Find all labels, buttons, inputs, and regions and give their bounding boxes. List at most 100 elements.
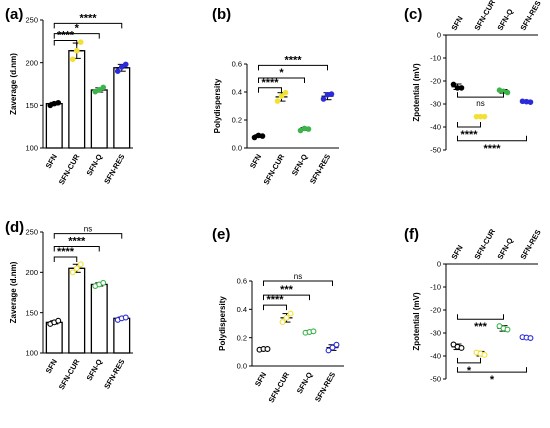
data-point (259, 133, 266, 139)
data-point (100, 84, 107, 91)
significance-bracket (457, 314, 504, 320)
significance-bracket (263, 304, 287, 311)
category-label: SFN-CUR (472, 0, 497, 32)
category-label: SFN-CUR (57, 357, 82, 391)
data-point (310, 328, 317, 335)
category-label: SFN-Q (495, 236, 515, 261)
data-point (264, 346, 271, 352)
data-point (73, 265, 80, 272)
significance-label: * (75, 23, 80, 35)
category-label: SFN-Q (495, 7, 515, 32)
significance-label: **** (261, 77, 279, 89)
panel-letter: (b) (212, 6, 231, 23)
significance-label: ns (84, 225, 92, 234)
y-axis-title: Polydispersity (218, 296, 227, 351)
bar (90, 283, 108, 354)
y-tick-label: -50 (430, 146, 441, 155)
data-point (279, 319, 286, 326)
significance-bracket (53, 256, 78, 263)
data-point (527, 99, 534, 105)
data-point (504, 89, 511, 96)
data-point (458, 85, 465, 91)
y-tick-label: 0.2 (237, 333, 247, 342)
significance-label: **** (284, 54, 302, 66)
y-tick-label: 0.2 (232, 116, 242, 125)
significance-bracket (53, 39, 78, 46)
data-point (325, 347, 332, 354)
significance-bracket (53, 233, 123, 239)
category-label: SFN-RES (308, 153, 332, 186)
significance-bracket (258, 77, 305, 83)
bar (113, 67, 131, 149)
y-axis-title: Zpotential (mV) (412, 63, 421, 122)
y-tick-label: -30 (430, 100, 441, 109)
y-tick-label: 200 (25, 268, 38, 277)
significance-bracket (258, 64, 328, 71)
significance-label: **** (266, 294, 284, 306)
significance-label: ns (294, 272, 302, 281)
significance-label: * (279, 67, 284, 79)
y-tick-label: 100 (25, 349, 38, 358)
category-label: SFN-CUR (262, 152, 287, 186)
category-label: SFN (449, 15, 464, 32)
data-point (481, 351, 488, 358)
panel-6: (f) 0 -10 -20 -30 -40 -50 Zpotential (mV) SFN SFN… (404, 226, 543, 386)
category-label: SFN-RES (102, 358, 126, 391)
y-tick-label: 150 (25, 308, 38, 317)
data-point (527, 335, 534, 342)
y-tick-label: 100 (25, 144, 38, 153)
y-axis-title: Zaverage (d.nm) (9, 261, 18, 323)
data-point (305, 126, 312, 132)
data-point (100, 279, 107, 286)
panel-letter: (e) (212, 226, 230, 243)
data-point (504, 326, 511, 333)
data-point (114, 68, 121, 74)
category-label: SFN-CUR (267, 370, 292, 404)
category-label: SFN (248, 153, 263, 170)
data-point (77, 39, 84, 45)
y-tick-label: 0 (437, 31, 441, 40)
bar (68, 50, 86, 149)
y-tick-label: -20 (430, 77, 441, 86)
significance-label: **** (57, 29, 75, 41)
category-label: SFN (44, 153, 59, 170)
bar (45, 321, 63, 354)
data-point (283, 314, 290, 321)
data-point (287, 310, 294, 317)
panel-letter: (d) (5, 219, 24, 236)
significance-label: *** (280, 284, 294, 296)
significance-bracket (457, 367, 527, 373)
bar (68, 267, 86, 354)
data-point (55, 99, 62, 106)
y-tick-label: -30 (430, 329, 441, 338)
significance-label: **** (460, 129, 478, 141)
category-label: SFN-CUR (472, 227, 497, 261)
category-label: SFN-RES (518, 228, 542, 261)
panel-letter: (c) (404, 6, 422, 23)
y-axis-title: Polydispersity (213, 78, 222, 133)
y-tick-label: 0.4 (237, 305, 247, 314)
category-label: SFN-Q (85, 152, 105, 177)
panel-letter: (a) (5, 6, 23, 23)
bar (90, 89, 108, 149)
bar (45, 102, 63, 149)
data-point (69, 56, 76, 63)
category-label: SFN (449, 244, 464, 261)
data-point (278, 93, 285, 99)
category-label: SFN (253, 371, 268, 388)
category-label: SFN-CUR (57, 152, 82, 186)
significance-bracket (53, 22, 123, 29)
data-point (55, 317, 62, 324)
y-tick-label: -40 (430, 352, 441, 361)
y-tick-label: 0.4 (232, 88, 242, 97)
y-tick-label: -40 (430, 123, 441, 132)
y-tick-label: 250 (25, 16, 38, 25)
significance-bracket (457, 135, 527, 142)
y-tick-label: -20 (430, 306, 441, 315)
data-point (69, 269, 76, 276)
y-tick-label: 0.6 (237, 277, 247, 286)
significance-label: **** (483, 143, 501, 155)
data-point (118, 64, 125, 70)
y-tick-label: -10 (430, 283, 441, 292)
